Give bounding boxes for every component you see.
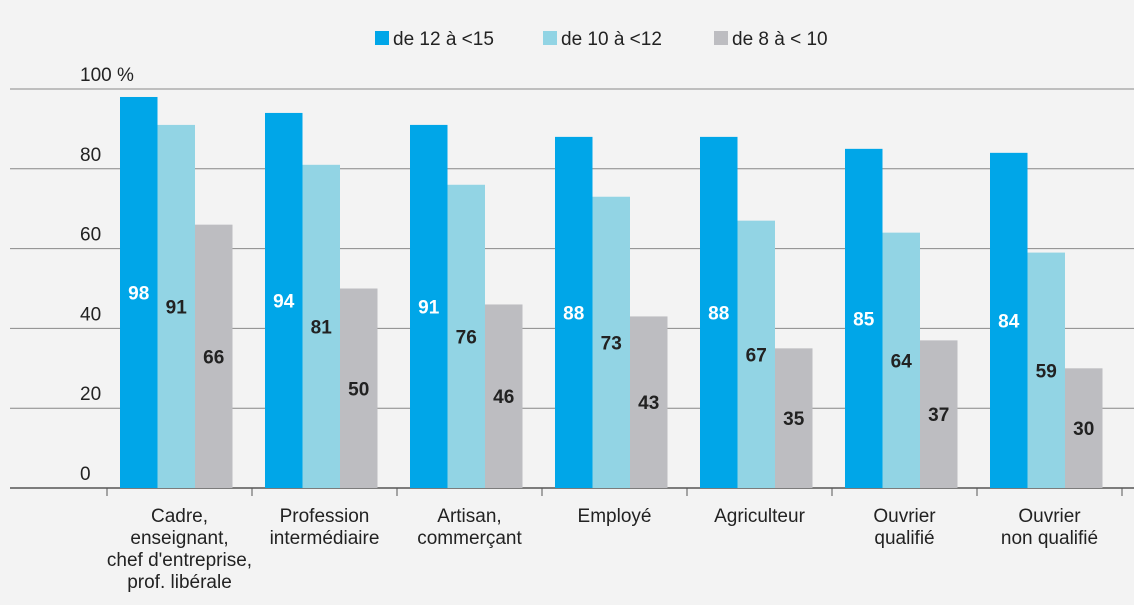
value-label: 30 bbox=[1073, 419, 1094, 440]
value-label: 91 bbox=[418, 297, 440, 318]
legend-swatch bbox=[375, 31, 389, 45]
bar bbox=[555, 136, 593, 488]
value-label: 59 bbox=[1036, 361, 1057, 382]
x-tick-label: Agriculteur bbox=[714, 506, 805, 527]
y-tick-label: 0 bbox=[80, 464, 91, 485]
y-tick-label: 60 bbox=[80, 225, 101, 246]
bar bbox=[1065, 368, 1103, 488]
bar bbox=[157, 124, 195, 488]
value-label: 85 bbox=[853, 309, 875, 330]
y-tick-label: 20 bbox=[80, 384, 101, 405]
value-label: 84 bbox=[998, 311, 1020, 332]
bar bbox=[447, 184, 485, 488]
value-label: 73 bbox=[601, 333, 622, 354]
value-label: 35 bbox=[783, 409, 805, 430]
value-label: 88 bbox=[563, 303, 584, 324]
bar bbox=[775, 348, 813, 488]
value-label: 94 bbox=[273, 291, 295, 312]
value-label: 64 bbox=[891, 351, 913, 372]
bar bbox=[302, 164, 340, 488]
bar bbox=[120, 96, 158, 488]
value-label: 98 bbox=[128, 283, 149, 304]
bar bbox=[920, 340, 958, 488]
y-tick-label: 80 bbox=[80, 145, 101, 166]
bar bbox=[410, 124, 448, 488]
x-tick-label: Cadre, enseignant, chef d'entreprise, pr… bbox=[106, 506, 253, 593]
bar bbox=[630, 316, 668, 488]
x-tick-label: Artisan, commerçant bbox=[417, 506, 522, 549]
y-tick-label: 40 bbox=[80, 304, 101, 325]
legend-label: de 8 à < 10 bbox=[732, 29, 828, 50]
value-label: 66 bbox=[203, 347, 224, 368]
x-tick-label: Ouvrier non qualifié bbox=[1000, 506, 1099, 549]
bar bbox=[700, 136, 738, 488]
value-label: 81 bbox=[311, 317, 333, 338]
value-label: 88 bbox=[708, 303, 729, 324]
legend-label: de 10 à <12 bbox=[561, 29, 662, 50]
value-label: 50 bbox=[348, 379, 369, 400]
bar bbox=[990, 152, 1028, 488]
legend-swatch bbox=[543, 31, 557, 45]
bar bbox=[485, 304, 523, 488]
value-label: 43 bbox=[638, 393, 659, 414]
bar bbox=[737, 220, 775, 489]
legend-swatch bbox=[714, 31, 728, 45]
value-label: 37 bbox=[928, 405, 949, 426]
x-tick-label: Profession intermédiaire bbox=[269, 506, 380, 549]
bar bbox=[592, 196, 630, 489]
bar bbox=[340, 288, 378, 488]
bar bbox=[265, 112, 303, 488]
legend-label: de 12 à <15 bbox=[393, 29, 494, 50]
x-tick-label: Ouvrier qualifié bbox=[873, 506, 936, 549]
value-label: 91 bbox=[166, 297, 188, 318]
bar bbox=[882, 232, 920, 488]
value-label: 67 bbox=[746, 345, 767, 366]
value-label: 76 bbox=[456, 327, 477, 348]
bar bbox=[195, 224, 233, 488]
value-label: 46 bbox=[493, 387, 514, 408]
x-tick-label: Employé bbox=[577, 506, 652, 527]
y-tick-label: 100 % bbox=[80, 65, 134, 86]
bar bbox=[1027, 252, 1065, 488]
bar bbox=[845, 148, 883, 488]
